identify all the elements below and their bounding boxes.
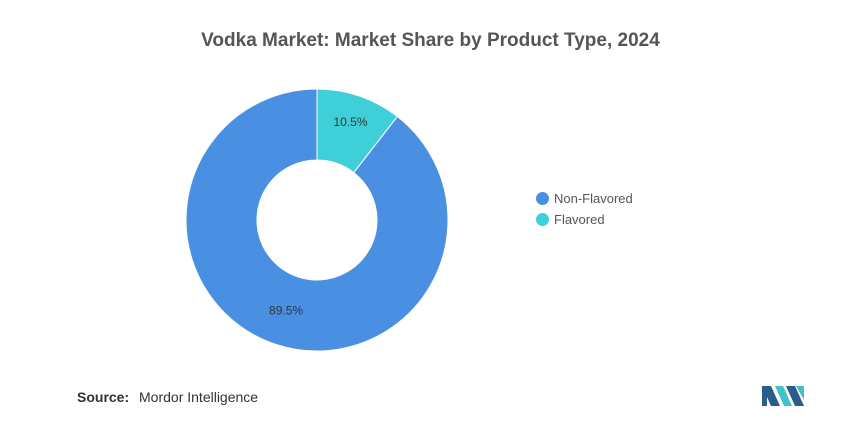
chart-legend: Non-Flavored Flavored [536, 188, 633, 230]
source-note: Source: Mordor Intelligence [77, 389, 258, 405]
legend-item-non-flavored: Non-Flavored [536, 188, 633, 209]
pie-slice-flavored [316, 88, 398, 174]
legend-label: Non-Flavored [554, 191, 633, 206]
chart-title: Vodka Market: Market Share by Product Ty… [201, 30, 660, 51]
legend-item-flavored: Flavored [536, 209, 633, 230]
source-text: Mordor Intelligence [139, 389, 259, 405]
legend-label: Flavored [554, 212, 605, 227]
mordor-intelligence-logo [762, 386, 804, 411]
pie-slice-non-flavored [185, 88, 449, 352]
legend-swatch [536, 213, 549, 226]
data-label-flavored: 10.5% [334, 115, 368, 129]
source-label: Source: [77, 389, 130, 405]
data-label-non-flavored: 89.5% [269, 303, 303, 317]
legend-swatch [536, 192, 549, 205]
